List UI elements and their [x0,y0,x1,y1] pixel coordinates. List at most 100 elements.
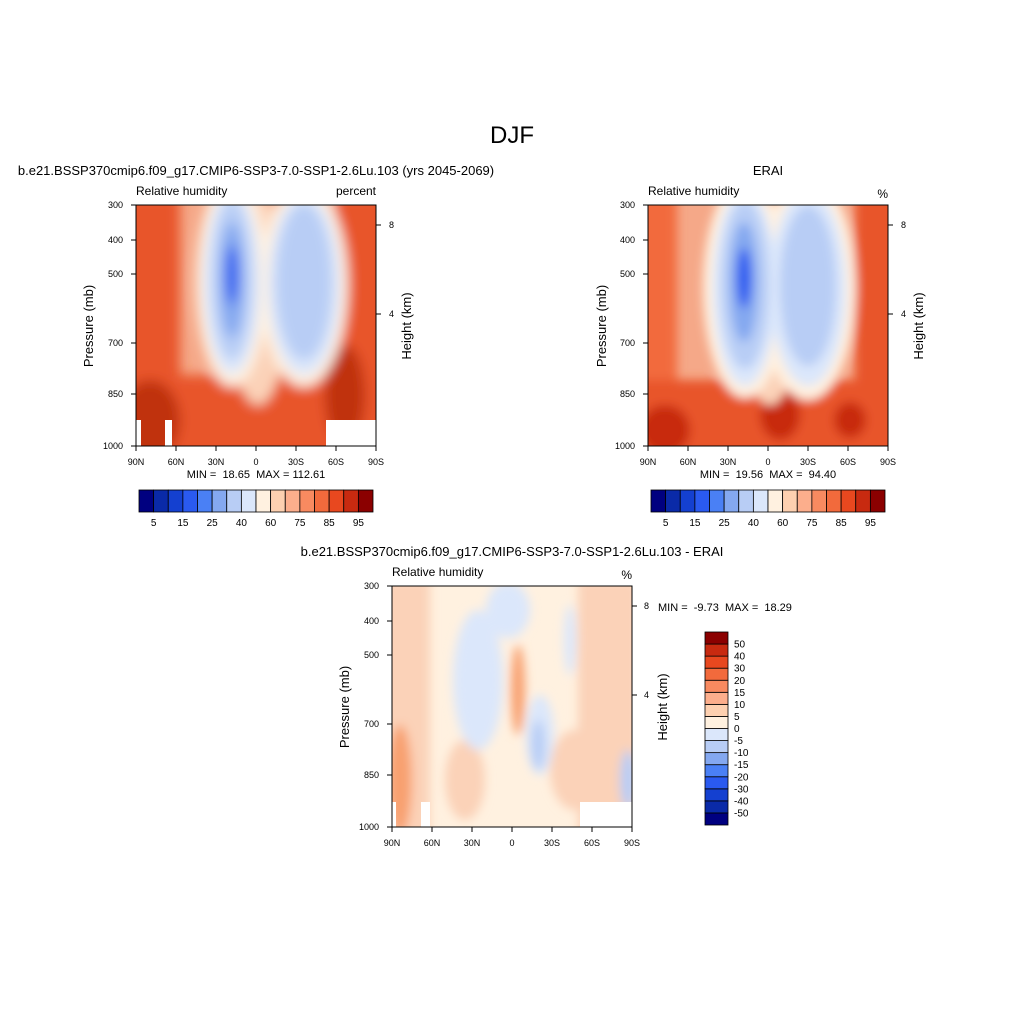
x-tick-label: 90N [128,457,145,467]
colorbar-swatch [153,489,169,513]
y-tick-label: 500 [364,650,379,660]
x-tick-label: 30S [288,457,304,467]
colorbar-label: 85 [836,518,848,529]
colorbar-swatch [328,489,345,513]
y-axis: 300 400 500 700 850 1000 Pressure (mb) [81,200,136,451]
panel-difference: b.e21.BSSP370cmip6.f09_g17.CMIP6-SSP3-7.… [301,544,792,848]
colorbar-label: 25 [207,518,219,529]
y2-axis-label: Height (km) [399,292,414,359]
min-max-label: MIN = 18.65 MAX = 112.61 [187,469,326,481]
x-tick-label: 60S [328,457,344,467]
colorbar-swatch [704,631,729,645]
colorbar-swatch [704,703,729,717]
x-tick-label: 30S [800,457,816,467]
colorbar-swatch [270,489,286,513]
colorbar-label: 20 [734,676,746,687]
y2-tick-label: 8 [644,601,649,611]
colorbar: 5 15 25 40 60 75 85 95 [138,489,374,529]
x-axis: 90N 60N 30N 0 30S 60S 90S [384,827,640,848]
y-tick-label: 1000 [103,441,123,451]
y-tick-label: 400 [620,235,635,245]
colorbar-label: -50 [734,808,749,819]
panel-erai: ERAI Relative humidity % [594,163,926,529]
y-tick-label: 700 [108,338,123,348]
panel-model: b.e21.BSSP370cmip6.f09_g17.CMIP6-SSP3-7.… [18,163,494,529]
y-tick-label: 700 [364,719,379,729]
colorbar-label: 40 [734,652,746,663]
colorbar-label: 5 [734,712,740,723]
colorbar-swatch [167,489,184,513]
colorbar-swatch [704,812,729,826]
y2-tick-label: 4 [644,690,649,700]
y2-tick-label: 4 [389,309,394,319]
colorbar-label: 0 [734,724,740,735]
y2-axis-label: Height (km) [911,292,926,359]
y-axis-label: Pressure (mb) [81,285,96,367]
y2-tick-label: 8 [901,220,906,230]
colorbar-swatch [752,489,769,513]
colorbar-label: 15 [734,688,746,699]
y-tick-label: 850 [108,389,123,399]
y-tick-label: 1000 [615,441,635,451]
right-label: % [877,187,888,201]
x-tick-label: 30S [544,838,560,848]
colorbar-swatch [357,489,374,513]
colorbar-swatch [704,752,729,766]
y-tick-label: 500 [620,269,635,279]
figure-title: DJF [490,122,534,149]
colorbar-swatch [796,489,813,513]
colorbar-label: 10 [734,700,746,711]
x-tick-label: 30N [208,457,225,467]
y2-tick-label: 4 [901,309,906,319]
colorbar-swatch [704,643,729,657]
y-tick-label: 300 [108,200,123,210]
x-tick-label: 60N [424,838,441,848]
colorbar-label: 60 [265,518,277,529]
left-label: Relative humidity [648,184,739,198]
colorbar-swatch [679,489,696,513]
x-tick-label: 90S [624,838,640,848]
x-tick-label: 60N [168,457,185,467]
colorbar-swatch [767,489,784,513]
panel-title: ERAI [753,163,783,178]
colorbar-swatch [704,667,729,681]
x-tick-label: 60S [584,838,600,848]
contour-field [136,205,376,446]
right-label: % [621,568,632,582]
colorbar-swatch [284,489,301,513]
y2-axis: 8 4 Height (km) [632,601,670,741]
colorbar-label: -10 [734,748,749,759]
x-tick-label: 0 [765,457,770,467]
y-tick-label: 300 [364,581,379,591]
y-tick-label: 850 [364,770,379,780]
colorbar-swatch [240,489,257,513]
y-tick-label: 400 [364,616,379,626]
right-label: percent [336,184,377,198]
y-axis-label: Pressure (mb) [337,666,352,748]
colorbar-label: 15 [689,518,701,529]
min-max-label: MIN = -9.73 MAX = 18.29 [658,602,792,614]
colorbar-swatch [704,679,729,693]
left-label: Relative humidity [136,184,227,198]
colorbar-swatch [704,764,729,778]
colorbar-label: 30 [734,664,746,675]
colorbar-swatch [826,489,842,513]
panel-title: b.e21.BSSP370cmip6.f09_g17.CMIP6-SSP3-7.… [301,544,724,559]
colorbar-label: 60 [777,518,789,529]
colorbar-swatch [811,489,827,513]
left-label: Relative humidity [392,565,483,579]
colorbar-label: 5 [151,518,157,529]
colorbar-swatch [704,655,729,669]
colorbar-label: 75 [294,518,306,529]
colorbar-swatch [738,489,754,513]
y2-axis: 8 4 Height (km) [888,220,926,360]
y2-axis-label: Height (km) [655,673,670,740]
colorbar-swatch [869,489,886,513]
x-tick-label: 30N [464,838,481,848]
y2-tick-label: 8 [389,220,394,230]
colorbar-label: -15 [734,760,749,771]
colorbar-swatch [694,489,710,513]
colorbar-label: 40 [236,518,248,529]
colorbar-swatch [138,489,155,513]
colorbar-label: -20 [734,772,749,783]
